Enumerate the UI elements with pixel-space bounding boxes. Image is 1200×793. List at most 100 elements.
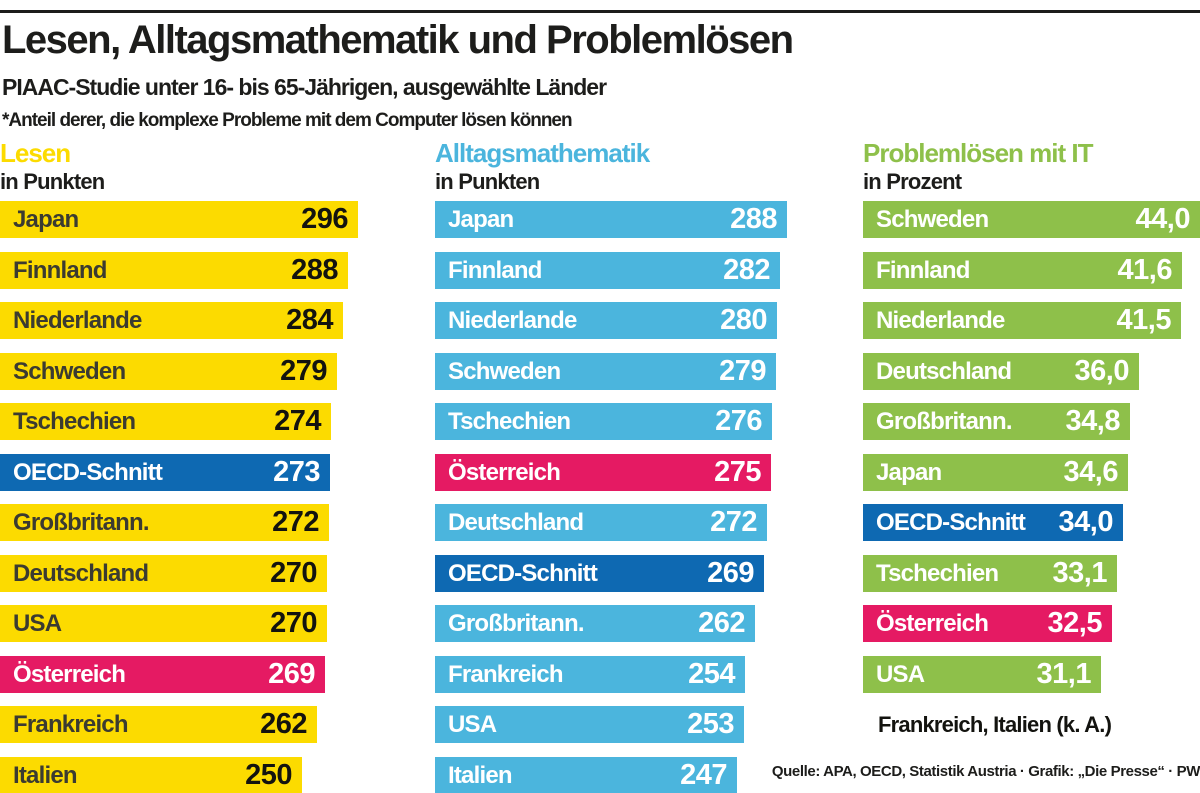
- bar-row: OECD-Schnitt 269: [435, 554, 764, 592]
- bar-label: Italien: [13, 761, 78, 789]
- bar-label: Japan: [13, 206, 79, 233]
- bar-row: Japan 296: [0, 201, 358, 238]
- bar-label: Frankreich: [13, 711, 129, 738]
- column-unit-label: in Punkten: [435, 169, 540, 194]
- bar-label: Deutschland: [876, 357, 1012, 385]
- bar-row: Österreich 275: [435, 453, 771, 491]
- bar-value: 272: [710, 506, 757, 538]
- chart-column: Alltagsmathematik in Punkten Japan 288 Finnl…: [435, 140, 787, 793]
- bar-label: Finnland: [13, 256, 107, 284]
- column-unit-label: in Punkten: [0, 169, 105, 194]
- bar-row: Italien 247: [435, 756, 737, 793]
- bar-value: 262: [260, 708, 307, 740]
- page-subtitle: PIAAC-Studie unter 16- bis 65-Jährigen, …: [2, 74, 607, 100]
- bar-value: 31,1: [1036, 657, 1092, 690]
- bar-value: 262: [698, 607, 745, 639]
- column-title: Problemlösen mit IT: [863, 138, 1094, 168]
- bar-label: Deutschland: [448, 509, 584, 536]
- bar-row: Österreich 32,5: [863, 605, 1112, 642]
- bar-row: Großbritann. 34,8: [863, 403, 1130, 440]
- bar-label: Japan: [876, 458, 942, 486]
- top-rule: [0, 10, 1200, 13]
- bar-value: 254: [688, 657, 735, 690]
- bar-value: 44,0: [1135, 203, 1191, 235]
- bar-row: Deutschland 36,0: [863, 352, 1139, 390]
- bar-label: USA: [13, 610, 62, 637]
- bar-row: Deutschland 270: [0, 554, 327, 592]
- bar-label: Österreich: [448, 458, 561, 486]
- bar-label: Niederlande: [876, 307, 1005, 334]
- bar-row: Finnland 282: [435, 251, 780, 289]
- bar-row: Tschechien 274: [0, 403, 331, 440]
- bar-row: OECD-Schnitt 273: [0, 453, 330, 491]
- bar-label: Großbritann.: [13, 509, 150, 536]
- bar-row: Japan 288: [435, 201, 787, 238]
- page-footnote: *Anteil derer, die komplexe Probleme mit…: [2, 110, 573, 131]
- bar-label: Japan: [448, 206, 514, 233]
- bar-row: Finnland 288: [0, 251, 348, 289]
- bar-row: Finnland 41,6: [863, 251, 1182, 289]
- bar-value: 269: [707, 556, 754, 589]
- source-credit: Quelle: APA, OECD, Statistik Austria · G…: [771, 763, 1200, 780]
- bar-row: Niederlande 280: [435, 302, 777, 339]
- bar-label: USA: [448, 711, 497, 738]
- bar-row: Österreich 269: [0, 655, 325, 693]
- no-data-note: Frankreich, Italien (k. A.): [878, 712, 1112, 737]
- bar-value: 279: [280, 354, 327, 387]
- bar-value: 34,6: [1063, 455, 1119, 488]
- bar-row: Großbritann. 262: [435, 605, 755, 642]
- bar-label: Deutschland: [13, 559, 149, 587]
- bar-value: 276: [715, 405, 762, 437]
- bar-label: Niederlande: [448, 307, 577, 334]
- bar-value: 273: [273, 455, 320, 488]
- column-title: Alltagsmathematik: [435, 138, 650, 168]
- bar-label: Tschechien: [13, 408, 136, 435]
- bar-label: OECD-Schnitt: [876, 509, 1026, 536]
- bar-value: 296: [301, 203, 348, 235]
- bar-row: Niederlande 41,5: [863, 302, 1181, 339]
- bar-row: Großbritann. 272: [0, 504, 329, 541]
- bar-value: 41,5: [1116, 304, 1172, 336]
- bar-value: 36,0: [1074, 354, 1130, 387]
- bar-row: Tschechien 276: [435, 403, 772, 440]
- bar-value: 32,5: [1047, 607, 1103, 639]
- bar-value: 282: [723, 253, 770, 286]
- bar-label: Großbritann.: [448, 610, 585, 637]
- chart-column: Lesen in Punkten Japan 296 Finnland 288 Nieder…: [0, 140, 358, 793]
- bar-row: Schweden 44,0: [863, 201, 1200, 238]
- bar-label: Frankreich: [448, 660, 564, 688]
- bar-value: 41,6: [1117, 253, 1173, 286]
- bar-row: Frankreich 254: [435, 655, 745, 693]
- bar-row: USA 31,1: [863, 655, 1101, 693]
- bar-value: 247: [680, 758, 727, 791]
- bar-value: 288: [291, 253, 338, 286]
- bar-value: 269: [268, 657, 315, 690]
- bar-row: Niederlande 284: [0, 302, 343, 339]
- bar-label: Schweden: [876, 206, 989, 233]
- bar-label: Finnland: [448, 256, 542, 284]
- bar-row: Frankreich 262: [0, 706, 317, 743]
- bar-label: Schweden: [448, 357, 561, 385]
- bar-row: USA 253: [435, 706, 744, 743]
- bar-label: Österreich: [13, 660, 126, 688]
- bar-row: Schweden 279: [435, 352, 776, 390]
- bar-value: 253: [687, 708, 734, 740]
- column-title: Lesen: [0, 138, 71, 168]
- bar-value: 250: [245, 758, 292, 791]
- bar-value: 284: [286, 304, 333, 336]
- bar-value: 270: [270, 556, 317, 589]
- bar-value: 280: [720, 304, 767, 336]
- bar-label: OECD-Schnitt: [448, 559, 598, 587]
- bar-value: 270: [270, 607, 317, 639]
- bar-value: 279: [719, 354, 766, 387]
- page-title: Lesen, Alltagsmathematik und Problemlöse…: [2, 18, 794, 62]
- column-unit-label: in Prozent: [863, 169, 962, 194]
- bar-label: Tschechien: [448, 408, 571, 435]
- bar-value: 33,1: [1052, 556, 1108, 589]
- bar-row: Italien 250: [0, 756, 302, 793]
- bar-value: 275: [714, 455, 761, 488]
- bar-label: OECD-Schnitt: [13, 458, 163, 486]
- chart-column: Problemlösen mit IT in Prozent Schweden 44,…: [863, 140, 1200, 793]
- bar-label: Österreich: [876, 610, 989, 637]
